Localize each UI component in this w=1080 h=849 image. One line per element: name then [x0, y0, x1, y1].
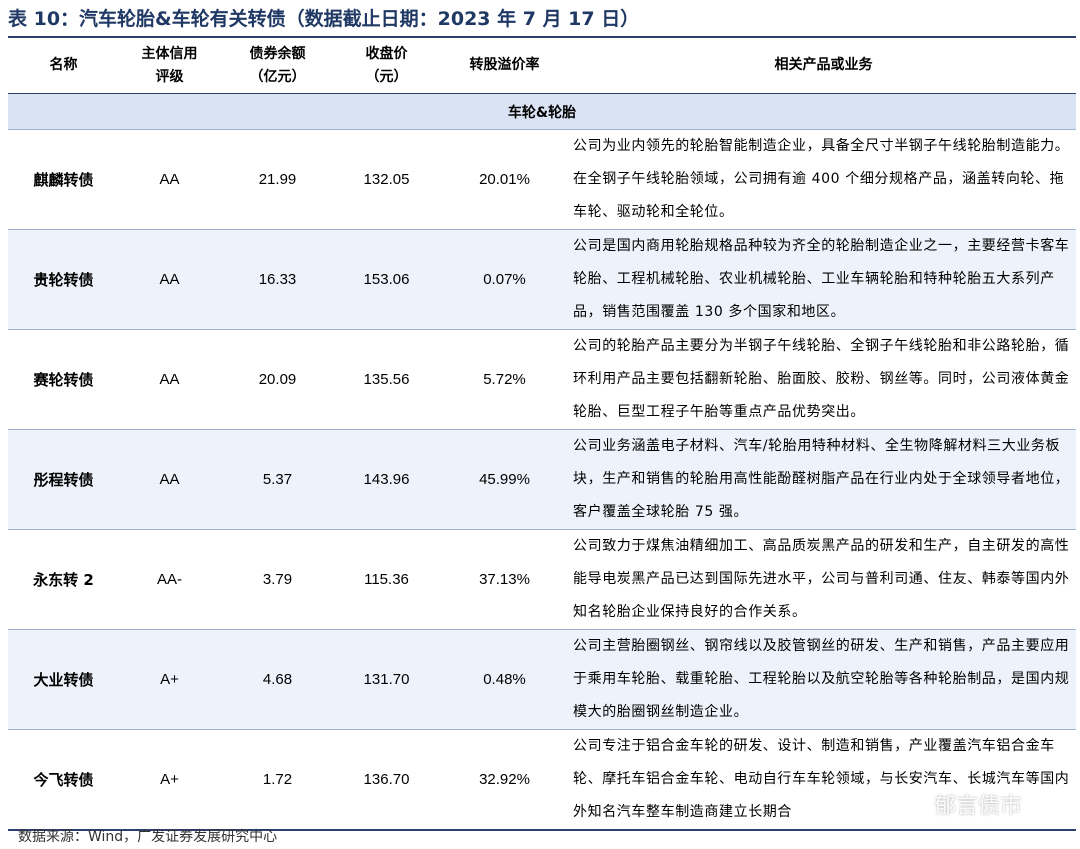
conversion-premium: 20.01%: [438, 129, 571, 230]
bond-name: 麒麟转债: [8, 129, 119, 230]
section-row: 车轮&轮胎: [8, 93, 1076, 130]
close-price: 143.96: [335, 429, 438, 530]
bond-table: 名称 主体信用 评级 债券余额 （亿元） 收盘价 （元） 转股溢价率 相关产品或业务 …: [8, 38, 1076, 831]
bond-balance: 16.33: [220, 229, 335, 330]
conversion-premium: 32.92%: [438, 729, 571, 831]
credit-rating: AA: [119, 429, 220, 530]
bond-name: 赛轮转债: [8, 329, 119, 430]
bond-name: 贵轮转债: [8, 229, 119, 330]
table-row: 彤程转债 AA 5.37 143.96 45.99% 公司业务涵盖电子材料、汽车…: [8, 429, 1076, 530]
conversion-premium: 0.07%: [438, 229, 571, 330]
close-price: 131.70: [335, 629, 438, 730]
bond-balance: 21.99: [220, 129, 335, 230]
bond-balance: 5.37: [220, 429, 335, 530]
section-label: 车轮&轮胎: [8, 93, 1076, 130]
table-header-row: 名称 主体信用 评级 债券余额 （亿元） 收盘价 （元） 转股溢价率 相关产品或业务: [8, 38, 1076, 94]
header-rating: 主体信用 评级: [119, 38, 220, 94]
bond-balance: 3.79: [220, 529, 335, 630]
conversion-premium: 45.99%: [438, 429, 571, 530]
close-price: 132.05: [335, 129, 438, 230]
header-close: 收盘价 （元）: [335, 38, 438, 94]
bond-balance: 20.09: [220, 329, 335, 430]
credit-rating: A+: [119, 729, 220, 831]
header-name: 名称: [8, 38, 119, 94]
close-price: 115.36: [335, 529, 438, 630]
table-row: 赛轮转债 AA 20.09 135.56 5.72% 公司的轮胎产品主要分为半钢…: [8, 329, 1076, 430]
table-title: 表 10：汽车轮胎&车轮有关转债（数据截止日期：2023 年 7 月 17 日）: [8, 8, 640, 30]
conversion-premium: 37.13%: [438, 529, 571, 630]
table-row: 永东转 2 AA- 3.79 115.36 37.13% 公司致力于煤焦油精细加…: [8, 529, 1076, 630]
bond-name: 大业转债: [8, 629, 119, 730]
table-row: 麒麟转债 AA 21.99 132.05 20.01% 公司为业内领先的轮胎智能…: [8, 129, 1076, 230]
table-row: 大业转债 A+ 4.68 131.70 0.48% 公司主营胎圈钢丝、钢帘线以及…: [8, 629, 1076, 730]
table-row: 今飞转债 A+ 1.72 136.70 32.92% 公司专注于铝合金车轮的研发…: [8, 729, 1076, 831]
close-price: 153.06: [335, 229, 438, 330]
source-note: 数据来源：Wind，广发证券发展研究中心: [18, 829, 278, 845]
header-balance: 债券余额 （亿元）: [220, 38, 335, 94]
close-price: 136.70: [335, 729, 438, 831]
table-row: 贵轮转债 AA 16.33 153.06 0.07% 公司是国内商用轮胎规格品种…: [8, 229, 1076, 330]
bond-name: 永东转 2: [8, 529, 119, 630]
title-divider: [8, 36, 1076, 38]
credit-rating: A+: [119, 629, 220, 730]
watermark-text: 郁言债市: [934, 794, 1023, 819]
bond-balance: 4.68: [220, 629, 335, 730]
header-premium: 转股溢价率: [438, 38, 571, 94]
credit-rating: AA: [119, 329, 220, 430]
business-description: 公司是国内商用轮胎规格品种较为齐全的轮胎制造企业之一，主要经营卡客车轮胎、工程机…: [571, 229, 1076, 330]
business-description: 公司的轮胎产品主要分为半钢子午线轮胎、全钢子午线轮胎和非公路轮胎，循环利用产品主…: [571, 329, 1076, 430]
credit-rating: AA-: [119, 529, 220, 630]
business-description: 公司主营胎圈钢丝、钢帘线以及胶管钢丝的研发、生产和销售，产品主要应用于乘用车轮胎…: [571, 629, 1076, 730]
business-description: 公司专注于铝合金车轮的研发、设计、制造和销售，产业覆盖汽车铝合金车轮、摩托车铝合…: [571, 729, 1076, 831]
bond-name: 今飞转债: [8, 729, 119, 831]
credit-rating: AA: [119, 229, 220, 330]
business-description: 公司致力于煤焦油精细加工、高品质炭黑产品的研发和生产，自主研发的高性能导电炭黑产…: [571, 529, 1076, 630]
business-description: 公司为业内领先的轮胎智能制造企业，具备全尺寸半钢子午线轮胎制造能力。在全钢子午线…: [571, 129, 1076, 230]
close-price: 135.56: [335, 329, 438, 430]
wechat-icon: [899, 792, 927, 815]
conversion-premium: 0.48%: [438, 629, 571, 730]
conversion-premium: 5.72%: [438, 329, 571, 430]
bond-name: 彤程转债: [8, 429, 119, 530]
business-description: 公司业务涵盖电子材料、汽车/轮胎用特种材料、全生物降解材料三大业务板块，生产和销…: [571, 429, 1076, 530]
header-business: 相关产品或业务: [571, 38, 1076, 94]
bond-balance: 1.72: [220, 729, 335, 831]
credit-rating: AA: [119, 129, 220, 230]
watermark: 郁言债市: [898, 788, 1022, 820]
